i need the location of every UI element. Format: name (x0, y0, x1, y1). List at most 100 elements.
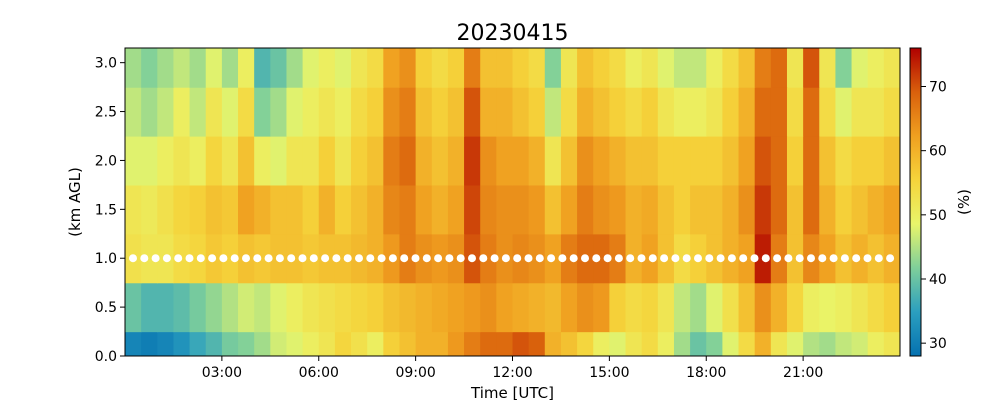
heatmap-cell (141, 184, 158, 235)
heatmap-cell (464, 331, 481, 356)
heatmap-cell (431, 87, 449, 137)
heatmap-cell (819, 233, 837, 284)
heatmap-cell (367, 233, 384, 284)
heatmap-cell (367, 136, 384, 186)
heatmap-cell (480, 184, 497, 235)
heatmap-cell (205, 87, 223, 137)
heatmap-cell (318, 331, 336, 356)
heatmap-cell (883, 87, 900, 137)
heatmap-cell (238, 282, 255, 333)
heatmap-cell (205, 282, 223, 333)
heatmap-cell (867, 87, 885, 137)
heatmap-cell (803, 331, 820, 356)
heatmap-cell (754, 331, 772, 356)
heatmap-cell (286, 48, 304, 88)
heatmap-cell (706, 233, 723, 284)
marker-dot (852, 254, 861, 263)
y-tick-label: 0.5 (95, 300, 117, 316)
heatmap-cell (738, 87, 756, 137)
marker-dot (253, 254, 262, 263)
heatmap-cell (512, 331, 530, 356)
heatmap-cell (593, 136, 610, 186)
heatmap-cell (415, 331, 433, 356)
heatmap-cell (738, 184, 756, 235)
heatmap-cell (221, 48, 239, 88)
marker-dot (524, 254, 533, 263)
x-tick-label: 03:00 (202, 365, 242, 381)
heatmap-cell (819, 184, 837, 235)
marker-dot (456, 254, 465, 263)
heatmap-cell (351, 184, 368, 235)
heatmap-cell (367, 184, 384, 235)
heatmap-cell (835, 87, 853, 137)
heatmap-cell (334, 136, 352, 186)
heatmap-cell (189, 48, 207, 88)
heatmap-cell (431, 282, 449, 333)
heatmap-cell (609, 282, 627, 333)
marker-dot (784, 254, 793, 263)
heatmap-cell (415, 184, 433, 235)
heatmap-cell (770, 331, 788, 356)
heatmap-cell (786, 184, 804, 235)
heatmap-cell (577, 87, 594, 137)
marker-dot (366, 254, 375, 263)
heatmap-cell (399, 136, 417, 186)
heatmap-cell (528, 87, 546, 137)
marker-dot (581, 254, 589, 263)
marker-dot (411, 254, 420, 263)
heatmap-cell (254, 331, 271, 356)
x-axis-label: Time [UTC] (470, 384, 554, 400)
heatmap-cell (447, 136, 465, 186)
heatmap-cell (383, 87, 401, 137)
heatmap-cell (867, 48, 885, 88)
heatmap-cell (593, 184, 610, 235)
heatmap-cell (544, 48, 562, 88)
heatmap-cell (883, 282, 900, 333)
heatmap-cell (496, 48, 514, 88)
heatmap-cell (496, 136, 514, 186)
marker-dot (332, 254, 341, 263)
heatmap-cell (480, 282, 497, 333)
heatmap-cell (867, 282, 885, 333)
heatmap-cell (770, 184, 788, 235)
colorbar-tick-label: 40 (929, 272, 947, 288)
marker-dot (671, 254, 680, 263)
heatmap-cell (560, 48, 578, 88)
marker-dot (479, 254, 488, 263)
heatmap-cell (512, 282, 530, 333)
y-tick-label: 3.0 (95, 56, 117, 72)
heatmap-cell (415, 87, 433, 137)
marker-dot (242, 254, 250, 263)
marker-dot (750, 254, 759, 263)
heatmap-cell (270, 282, 288, 333)
x-tick-label: 09:00 (395, 365, 435, 381)
heatmap-cell (125, 48, 142, 88)
heatmap-cell (738, 282, 756, 333)
heatmap-cell (205, 331, 223, 356)
heatmap-cell (238, 331, 255, 356)
marker-dot (162, 254, 171, 263)
heatmap-cell (835, 136, 853, 186)
x-tick-label: 18:00 (686, 365, 726, 381)
marker-dot (739, 254, 748, 263)
marker-dot (513, 254, 522, 263)
heatmap-cell (593, 331, 610, 356)
heatmap-cell (883, 136, 900, 186)
heatmap-cell (786, 233, 804, 284)
heatmap-cell (254, 87, 271, 137)
colorbar-tick-label: 30 (929, 336, 947, 352)
heatmap-cell (286, 282, 304, 333)
heatmap-cell (157, 48, 175, 88)
heatmap-cell (673, 48, 691, 88)
heatmap-cell (173, 282, 191, 333)
heatmap-cell (383, 331, 401, 356)
heatmap-cell (221, 331, 239, 356)
marker-dot (840, 254, 849, 263)
marker-dot (309, 254, 318, 263)
heatmap-cell (657, 331, 675, 356)
heatmap-cell (770, 282, 788, 333)
heatmap-cell (254, 233, 271, 284)
heatmap-cell (609, 184, 627, 235)
heatmap-cell (480, 136, 497, 186)
